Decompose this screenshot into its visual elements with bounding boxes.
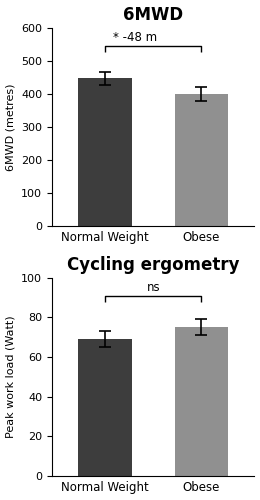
- Bar: [79, 78, 132, 226]
- Bar: [79, 340, 132, 476]
- Y-axis label: 6MWD (metres): 6MWD (metres): [5, 83, 16, 170]
- Title: Cycling ergometry: Cycling ergometry: [67, 256, 239, 274]
- Text: * -48 m: * -48 m: [113, 32, 157, 44]
- Text: ns: ns: [146, 281, 160, 294]
- Title: 6MWD: 6MWD: [123, 6, 183, 24]
- Y-axis label: Peak work load (Watt): Peak work load (Watt): [6, 316, 16, 438]
- Bar: [175, 94, 228, 226]
- Bar: [175, 328, 228, 476]
